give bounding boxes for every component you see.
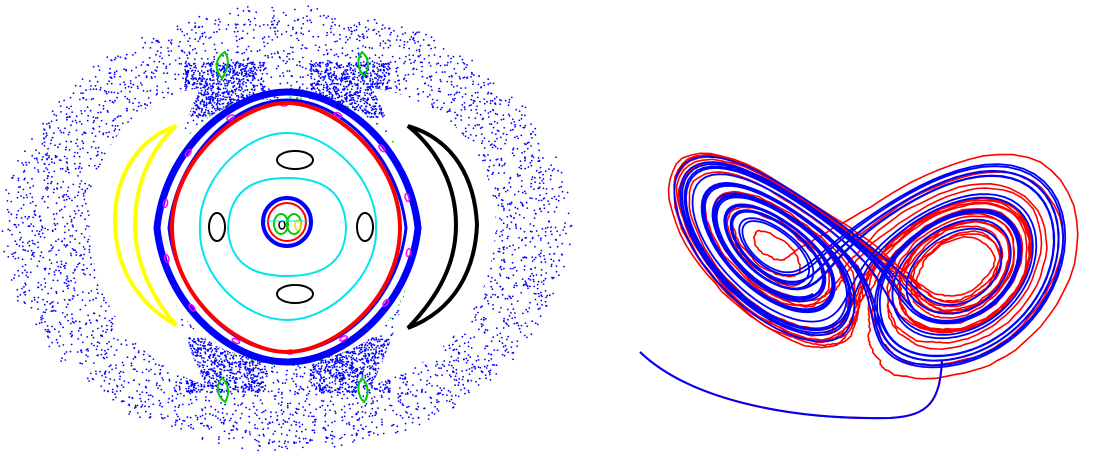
outer-invariant-curve — [169, 100, 403, 355]
black-island-top — [276, 150, 314, 170]
chaotic-sea-scatter — [1, 5, 573, 452]
black-crescent-right — [406, 124, 480, 330]
green-island-bottom-left — [216, 376, 230, 404]
separatrix-layer-outer — [153, 88, 422, 366]
black-island-left — [208, 212, 226, 242]
smooth-trajectory — [639, 155, 1067, 420]
black-island-bottom — [276, 284, 314, 304]
black-island-right — [356, 212, 374, 242]
yellow-crescent-left — [112, 124, 178, 327]
cyan-rounded-square-curve — [198, 131, 378, 322]
poincare-section-plot — [1, 5, 573, 452]
green-island-top-left — [215, 50, 229, 80]
trajectory-plot — [639, 152, 1079, 420]
inner-small-ring — [267, 202, 307, 242]
trajectory-panel — [630, 60, 1102, 430]
cyan-inner-curve — [226, 176, 348, 278]
right-regular-zone — [372, 88, 496, 385]
poincare-section-panel — [1, 5, 573, 452]
green-island-bottom-right — [357, 376, 369, 404]
green-island-top-right — [357, 50, 369, 78]
inner-yellow-dot — [294, 219, 302, 231]
inner-blue-ring — [261, 196, 313, 248]
